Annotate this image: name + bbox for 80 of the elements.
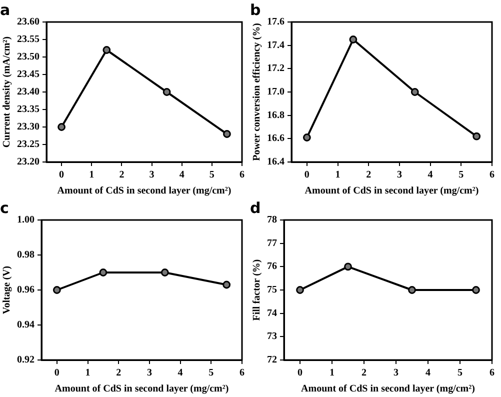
y-tick-label: 16.8 xyxy=(267,110,284,121)
y-tick-label: 23.45 xyxy=(17,69,40,80)
x-tick-label: 1 xyxy=(335,170,340,181)
x-tick-label: 2 xyxy=(362,368,366,379)
point xyxy=(52,286,61,294)
y-tick-label: 23.55 xyxy=(17,34,40,46)
point xyxy=(160,268,169,276)
point xyxy=(223,130,231,138)
x-tick-label: 4 xyxy=(179,170,184,181)
x-tick-label: 3 xyxy=(396,170,402,181)
y-tick-label: 23.20 xyxy=(17,156,40,168)
y-tick-label: 0.94 xyxy=(17,320,34,331)
y-tick-label: 76 xyxy=(267,261,277,272)
y-axis-title: Power conversion efficiency (%) xyxy=(252,23,263,161)
y-tick-label: 23.30 xyxy=(17,122,40,133)
x-tick-label: 1 xyxy=(330,368,334,379)
point xyxy=(472,132,481,140)
x-tick-label: 2 xyxy=(119,170,124,181)
chart-title: b xyxy=(250,0,261,19)
y-tick-label: 23.60 xyxy=(17,16,40,28)
y-tick-label: 73 xyxy=(267,331,277,342)
point xyxy=(162,88,171,96)
y-tick-label: 74 xyxy=(267,308,277,319)
point xyxy=(99,268,108,276)
x-axis-title: Amount of CdS in second layer (mg/cm²) xyxy=(57,186,232,197)
y-tick-label: 17.2 xyxy=(267,63,284,74)
y-tick-label: 0.92 xyxy=(17,354,34,366)
y-tick-label: 23.25 xyxy=(17,139,40,150)
x-tick-label: 4 xyxy=(178,368,183,379)
point xyxy=(410,88,419,96)
x-tick-label: 3 xyxy=(394,368,398,379)
x-tick-label: 6 xyxy=(490,368,494,379)
y-tick-label: 17.6 xyxy=(267,16,284,28)
x-tick-label: 5 xyxy=(458,368,462,379)
point xyxy=(349,36,358,44)
x-axis-title: Amount of CdS in second layer (mg/cm²) xyxy=(301,384,475,395)
x-tick-label: 3 xyxy=(149,170,154,181)
y-tick-label: 0.98 xyxy=(17,250,34,261)
y-tick-label: 23.40 xyxy=(17,86,40,98)
x-tick-label: 1 xyxy=(89,170,94,181)
x-tick-label: 5 xyxy=(208,368,214,379)
x-tick-label: 0 xyxy=(59,170,64,181)
y-tick-label: 72 xyxy=(267,354,277,366)
x-tick-label: 5 xyxy=(458,170,464,181)
x-tick-label: 6 xyxy=(490,170,494,181)
x-axis-title: Amount of CdS in second layer (mg/cm²) xyxy=(54,384,229,395)
y-axis-title: Current density (mA/cm²) xyxy=(2,36,13,148)
point xyxy=(302,134,311,142)
y-tick-label: 23.35 xyxy=(17,104,40,116)
y-tick-label: 0.96 xyxy=(17,284,34,296)
chart-title: c xyxy=(0,198,9,217)
x-tick-label: 0 xyxy=(304,170,310,181)
x-tick-label: 5 xyxy=(209,170,214,181)
chart-title: a xyxy=(0,0,10,19)
y-axis-title: Fill factor (%) xyxy=(252,259,263,321)
x-axis-title: Amount of CdS in second layer (mg/cm²) xyxy=(304,186,479,197)
x-tick-label: 0 xyxy=(298,368,302,379)
y-tick-label: 16.4 xyxy=(267,156,284,168)
y-tick-label: 78 xyxy=(267,214,277,226)
x-tick-label: 2 xyxy=(116,368,122,379)
y-tick-label: 75 xyxy=(267,284,277,296)
x-tick-label: 6 xyxy=(240,368,244,379)
x-tick-label: 3 xyxy=(146,368,152,379)
y-tick-label: 23.50 xyxy=(17,52,40,63)
x-tick-label: 4 xyxy=(426,368,430,379)
x-tick-label: 2 xyxy=(366,170,372,181)
y-axis-title: Voltage (V) xyxy=(2,266,13,314)
y-tick-label: 77 xyxy=(267,238,277,249)
y-tick-label: 1.00 xyxy=(17,214,34,226)
y-tick-label: 16.6 xyxy=(267,133,284,144)
x-tick-label: 6 xyxy=(240,170,244,181)
point xyxy=(58,123,66,131)
chart-title: d xyxy=(250,198,261,217)
y-tick-label: 17.4 xyxy=(267,40,284,51)
y-tick-label: 17.0 xyxy=(267,86,284,98)
point xyxy=(102,46,111,54)
x-tick-label: 1 xyxy=(85,368,90,379)
x-tick-label: 0 xyxy=(54,368,60,379)
point xyxy=(222,280,231,289)
x-tick-label: 4 xyxy=(428,170,433,181)
